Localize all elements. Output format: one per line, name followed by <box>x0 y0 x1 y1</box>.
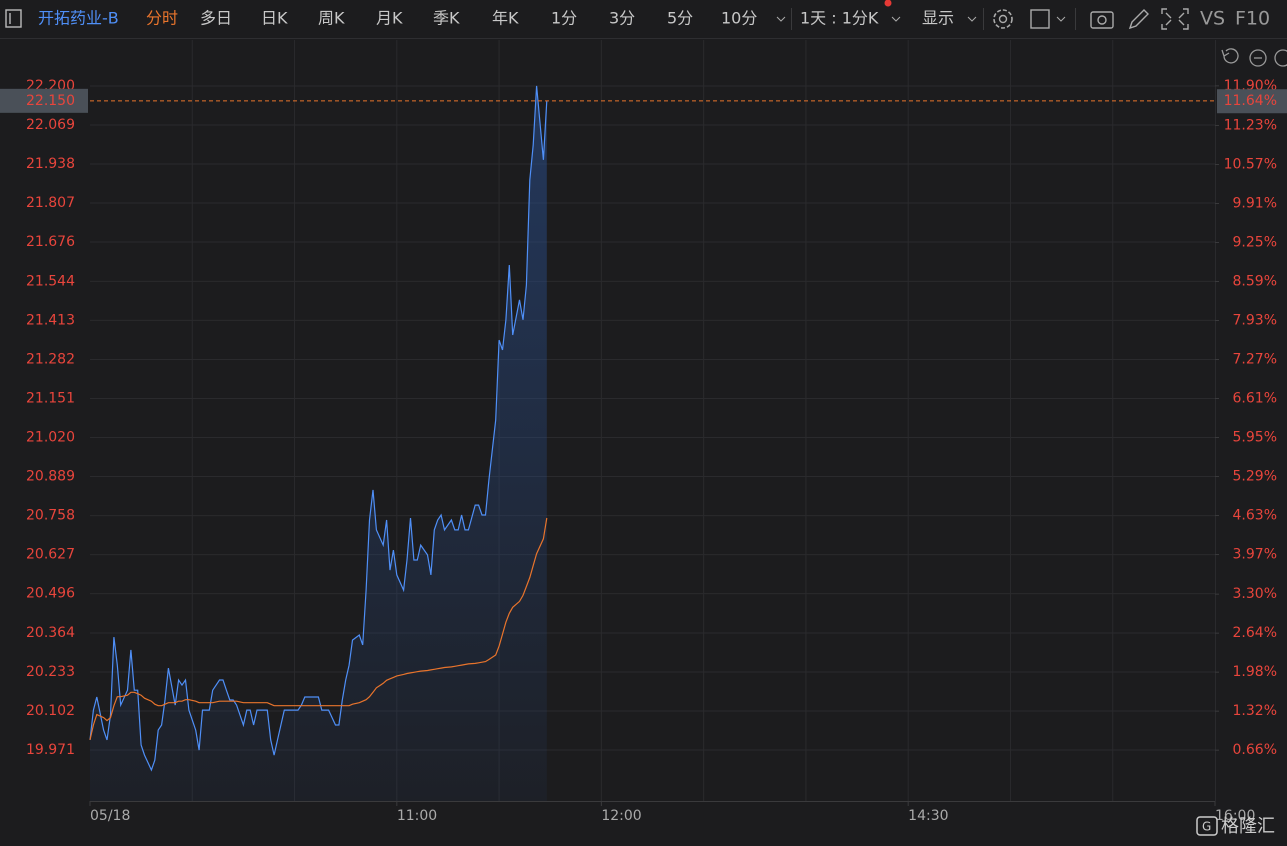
y-tick-label: 20.627 <box>26 547 75 563</box>
tab[interactable]: 3分 <box>609 9 635 28</box>
y2-tick-label: 9.91% <box>1233 195 1277 211</box>
y-tick-label: 21.020 <box>26 430 75 446</box>
y-tick-label: 20.233 <box>26 664 75 680</box>
zoom-out-icon[interactable] <box>1249 49 1267 67</box>
chevron <box>891 16 901 22</box>
watermark-logo <box>1196 816 1218 836</box>
y-tick-label: 19.971 <box>26 742 75 758</box>
y2-tick-label: 4.63% <box>1233 508 1277 524</box>
last-change-label: 11.64% <box>1224 93 1277 109</box>
draw-icon[interactable] <box>1128 9 1149 30</box>
price-area <box>90 85 547 801</box>
y-tick-label: 21.282 <box>26 351 75 367</box>
tab[interactable]: 周K <box>318 9 345 28</box>
y-tick-label: 20.758 <box>26 508 75 524</box>
y2-tick-label: 9.25% <box>1233 234 1277 250</box>
watermark: 格隆汇 <box>1221 816 1275 837</box>
chevron <box>776 16 786 22</box>
x-tick-label: 12:00 <box>601 808 641 824</box>
camera-lens <box>1097 15 1107 25</box>
y-tick-label: 21.676 <box>26 234 75 250</box>
tab[interactable]: 1分 <box>551 9 577 28</box>
plot: 19.971 20.102 20.233 20.364 20.496 20.627 20.7… <box>0 40 1287 824</box>
y2-tick-label: 7.27% <box>1233 352 1277 368</box>
period-select[interactable]: 1天 : 1分K <box>800 9 879 28</box>
y2-tick-label: 3.97% <box>1233 547 1277 563</box>
average-line <box>89 517 548 741</box>
y2-tick-label: 11.23% <box>1224 117 1277 133</box>
settings-icon[interactable] <box>993 9 1013 29</box>
y2-tick-label: 10.57% <box>1224 156 1277 172</box>
y2-tick-label: 2.64% <box>1233 625 1277 641</box>
y2-tick-label: 5.95% <box>1233 430 1277 446</box>
vs-button[interactable]: VS <box>1200 8 1225 30</box>
tab[interactable]: 年K <box>492 9 519 28</box>
tab[interactable]: 5分 <box>667 9 693 28</box>
display-menu[interactable]: 显示 <box>922 9 954 28</box>
y2-tick-label: 0.66% <box>1233 742 1277 758</box>
tab[interactable]: 季K <box>433 9 460 28</box>
last-price-label: 22.150 <box>26 93 75 109</box>
notice-dot <box>884 0 892 7</box>
layout-icon[interactable] <box>1030 9 1050 29</box>
y2-tick-label: 3.30% <box>1233 586 1277 602</box>
y-tick-label: 21.151 <box>26 390 75 406</box>
last-change-box <box>1217 89 1287 114</box>
tab[interactable]: 日K <box>261 9 288 28</box>
chevron <box>1056 16 1066 22</box>
tab[interactable]: 分时 <box>146 9 178 28</box>
watermark-logo-letter: G <box>1202 820 1211 834</box>
y2-tick-label: 5.29% <box>1233 469 1277 485</box>
y-tick-label: 20.364 <box>26 625 75 641</box>
y-tick-label: 21.938 <box>26 156 75 172</box>
x-tick-label: 16:00 <box>1215 808 1255 824</box>
y-tick-label: 21.544 <box>26 273 75 289</box>
y-tick-label: 20.102 <box>26 703 75 719</box>
undo-icon[interactable] <box>1221 48 1239 64</box>
y2-tick-label: 6.61% <box>1233 391 1277 407</box>
last-price-box <box>0 88 88 113</box>
chevron <box>967 16 977 22</box>
x-tick-label: 05/18 <box>90 808 130 824</box>
tab[interactable]: 月K <box>376 9 403 28</box>
panel-icon[interactable] <box>5 9 22 28</box>
y-tick-label: 21.413 <box>26 312 75 328</box>
y-tick-label: 20.889 <box>26 469 75 485</box>
stock-name[interactable]: 开拓药业-B <box>38 9 119 28</box>
y2-tick-label: 1.98% <box>1233 664 1277 680</box>
tab[interactable]: 多日 <box>200 9 232 28</box>
y-tick-label: 22.069 <box>26 117 75 133</box>
fullscreen-icon[interactable] <box>1161 8 1189 30</box>
price-line <box>89 85 548 772</box>
y-tick-label: 20.496 <box>26 586 75 602</box>
zoom-in-icon[interactable] <box>1274 49 1287 67</box>
settings-icon-core <box>998 14 1008 24</box>
y2-tick-label: 8.59% <box>1233 273 1277 289</box>
y2-tick-label: 1.32% <box>1233 703 1277 719</box>
x-tick-label: 11:00 <box>397 808 437 824</box>
y2-tick-label: 7.93% <box>1233 313 1277 329</box>
camera-icon[interactable] <box>1090 11 1114 29</box>
tab[interactable]: 10分 <box>721 9 757 28</box>
x-tick-label: 14:30 <box>908 808 948 824</box>
y-tick-label: 21.807 <box>26 195 75 211</box>
f10-button[interactable]: F10 <box>1235 8 1270 30</box>
